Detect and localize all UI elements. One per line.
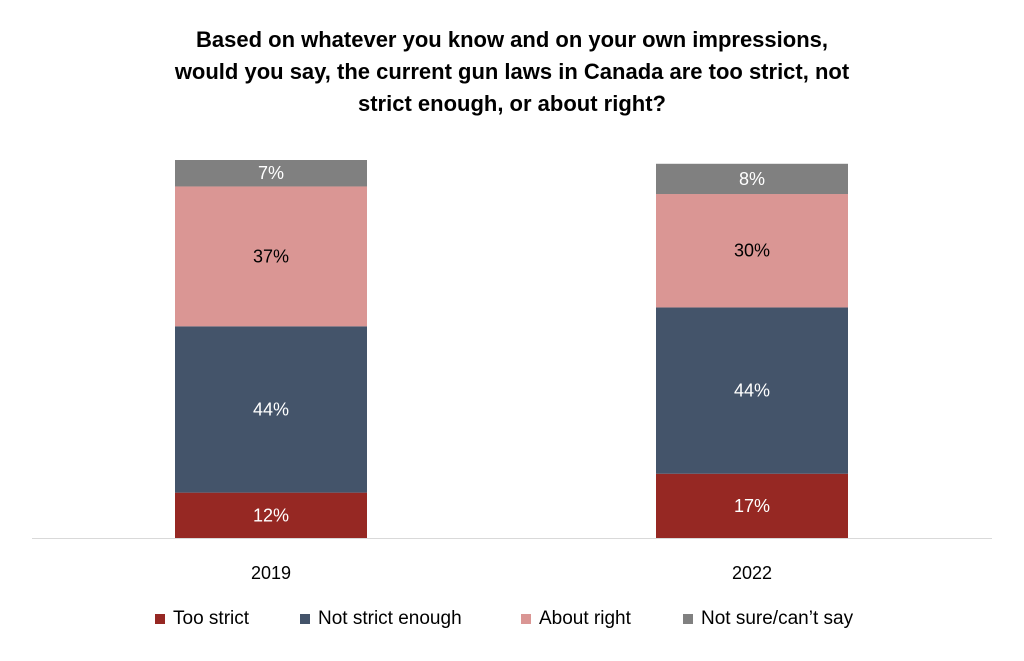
legend-item-about-right: About right — [521, 608, 631, 630]
bar-segment-not-sure-can-t-say-2022 — [656, 163, 848, 195]
chart-title: Based on whatever you know and on your o… — [0, 24, 1024, 120]
data-label-not-strict-enough-2019: 44% — [253, 399, 289, 419]
data-label-about-right-2022: 30% — [734, 241, 770, 261]
legend-label-not-strict-enough: Not strict enough — [318, 608, 462, 629]
chart-legend: Too strict Not strict enough About right… — [0, 608, 1024, 636]
data-label-too-strict-2022: 17% — [734, 496, 770, 516]
legend-swatch-not-strict-enough — [300, 614, 310, 624]
legend-item-not-sure: Not sure/can’t say — [683, 608, 853, 630]
bar-segment-about-right-2019 — [175, 186, 367, 327]
legend-swatch-too-strict — [155, 614, 165, 624]
bar-segment-not-strict-enough-2022 — [656, 307, 848, 474]
chart-title-line-1: Based on whatever you know and on your o… — [195, 27, 828, 52]
legend-item-not-strict-enough: Not strict enough — [300, 608, 462, 630]
bar-segment-about-right-2022 — [656, 194, 848, 308]
x-tick-label-2022: 2022 — [732, 563, 772, 583]
bar-segment-not-strict-enough-2019 — [175, 326, 367, 493]
legend-swatch-about-right — [521, 614, 531, 624]
legend-label-not-sure: Not sure/can’t say — [701, 608, 854, 629]
legend-swatch-not-sure — [683, 614, 693, 624]
data-label-not-sure-can-t-say-2022: 8% — [739, 169, 765, 189]
legend-label-too-strict: Too strict — [173, 608, 250, 629]
legend-item-too-strict: Too strict — [155, 608, 249, 630]
bar-segment-not-sure-can-t-say-2019 — [175, 160, 367, 187]
legend-label-about-right: About right — [539, 608, 631, 629]
bar-segment-too-strict-2019 — [175, 492, 367, 538]
chart-title-line-2: would you say, the current gun laws in C… — [174, 59, 850, 84]
bar-segment-too-strict-2022 — [656, 473, 848, 538]
data-label-not-strict-enough-2022: 44% — [734, 381, 770, 401]
chart-title-line-3: strict enough, or about right? — [358, 91, 666, 116]
x-tick-label-2019: 2019 — [251, 563, 291, 583]
data-label-not-sure-can-t-say-2019: 7% — [258, 163, 284, 183]
data-label-too-strict-2019: 12% — [253, 505, 289, 525]
data-label-about-right-2019: 37% — [253, 246, 289, 266]
